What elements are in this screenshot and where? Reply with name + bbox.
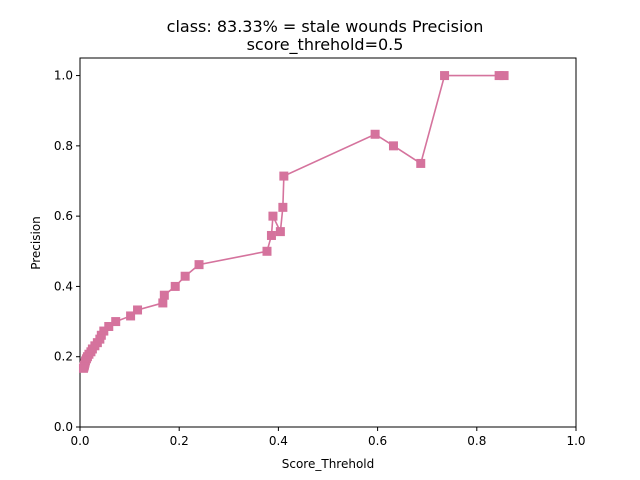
data-point-marker (78, 363, 88, 373)
x-tick-label: 0.6 (368, 434, 387, 448)
data-point-marker (388, 141, 398, 151)
data-point-marker (158, 298, 168, 308)
data-point-marker (111, 317, 121, 327)
data-point-marker (268, 211, 278, 221)
x-tick-label: 1.0 (566, 434, 585, 448)
y-tick-label: 0.4 (54, 279, 73, 293)
data-point-marker (275, 227, 285, 237)
data-point-marker (278, 202, 288, 212)
data-point-marker (494, 71, 504, 81)
x-tick-label: 0.0 (70, 434, 89, 448)
data-point-marker (266, 230, 276, 240)
y-tick-label: 0.0 (54, 420, 73, 434)
chart-title: class: 83.33% = stale wounds Precision (167, 17, 484, 36)
y-tick-label: 0.8 (54, 139, 73, 153)
data-point-marker (416, 158, 426, 168)
data-point-marker (104, 321, 114, 331)
data-point-marker (133, 305, 143, 315)
data-point-marker (440, 71, 450, 81)
data-point-marker (262, 246, 272, 256)
x-tick-label: 0.2 (170, 434, 189, 448)
y-tick-label: 0.6 (54, 209, 73, 223)
data-point-marker (126, 311, 136, 321)
data-point-marker (159, 290, 169, 300)
series-line (82, 74, 505, 369)
data-point-marker (194, 260, 204, 270)
x-tick-label: 0.8 (467, 434, 486, 448)
x-tick-label: 0.4 (269, 434, 288, 448)
data-point-marker (170, 281, 180, 291)
data-point-marker (279, 171, 289, 181)
y-tick-label: 1.0 (54, 69, 73, 83)
y-axis-label: Precision (29, 216, 43, 270)
x-axis-label: Score_Threhold (282, 457, 375, 471)
chart-subtitle: score_threhold=0.5 (247, 35, 404, 55)
plot-area: 0.0 0.2 0.4 0.6 0.8 1.0 0.0 0.2 0.4 0.6 0.8 1.0 (54, 57, 586, 448)
data-point-marker (370, 129, 380, 139)
axes-frame (79, 57, 577, 428)
y-tick-label: 0.2 (54, 350, 73, 364)
data-point-marker (180, 271, 190, 281)
